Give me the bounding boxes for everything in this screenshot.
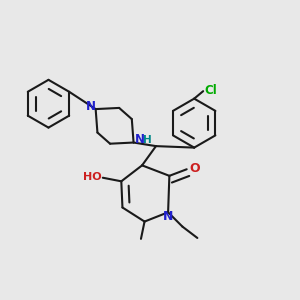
Text: HO: HO [83,172,102,182]
Text: O: O [190,162,200,175]
Text: N: N [86,100,96,112]
Text: N: N [134,133,145,146]
Text: H: H [142,135,152,145]
Text: Cl: Cl [204,84,217,97]
Text: N: N [163,210,173,223]
